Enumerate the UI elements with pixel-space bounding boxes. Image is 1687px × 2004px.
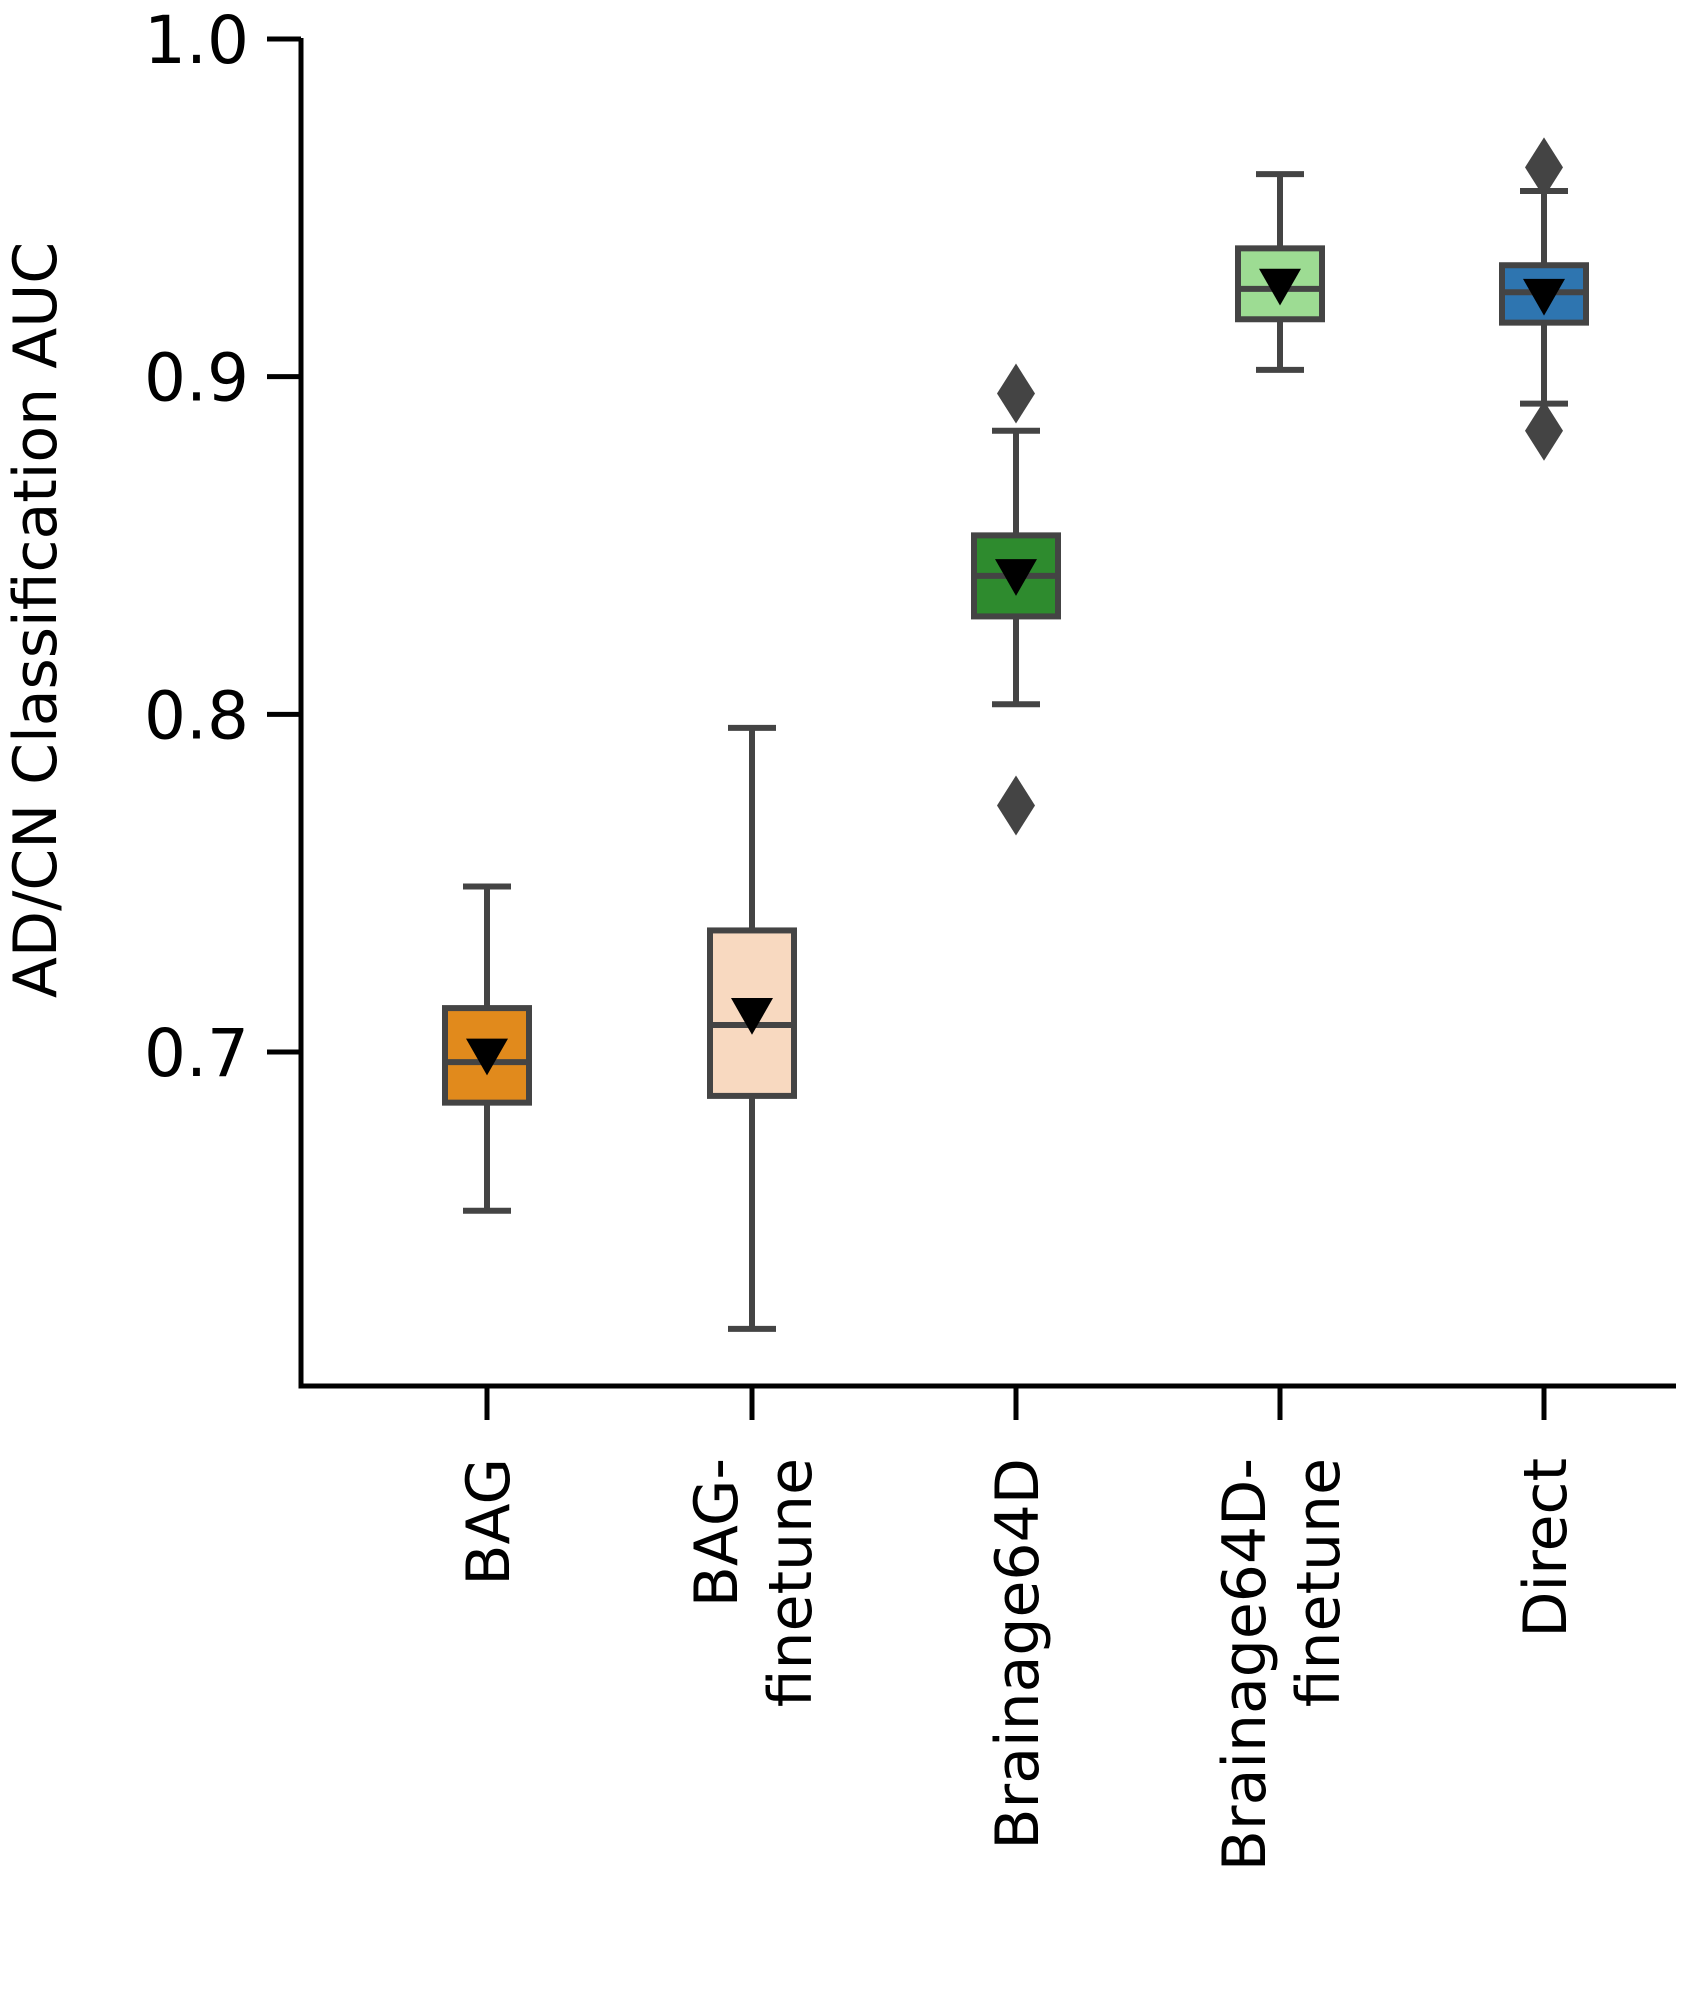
box-group bbox=[707, 724, 797, 1420]
y-tick-label: 1.0 bbox=[144, 2, 249, 79]
mean-marker bbox=[466, 1038, 508, 1076]
x-tick-label: Direct bbox=[1511, 1458, 1581, 1638]
x-tick-labels: BAG BAG-finetune Brainage64D Brainage64D-fi… bbox=[454, 1458, 1581, 1871]
outlier-marker bbox=[1525, 400, 1563, 461]
box-group bbox=[971, 363, 1061, 1420]
box-group bbox=[442, 883, 532, 1420]
y-tick-label: 0.8 bbox=[144, 677, 249, 754]
outlier-marker bbox=[997, 363, 1035, 424]
y-axis-title: AD/CN Classification AUC bbox=[1, 242, 71, 998]
mean-marker bbox=[1523, 278, 1565, 316]
outlier-marker bbox=[1525, 137, 1563, 198]
mean-marker bbox=[731, 998, 773, 1035]
x-tick-label: Brainage64D- bbox=[1210, 1458, 1280, 1871]
x-tick-label: BAG bbox=[454, 1458, 524, 1586]
mean-marker bbox=[1259, 268, 1301, 306]
box-group bbox=[1235, 171, 1325, 1420]
x-tick-label: finetune bbox=[1284, 1458, 1354, 1707]
y-tick-label: 0.7 bbox=[144, 1015, 249, 1092]
box-group bbox=[1499, 137, 1589, 1420]
outlier-marker bbox=[997, 775, 1035, 836]
x-tick-label: Brainage64D bbox=[983, 1458, 1053, 1850]
x-tick-label: BAG- bbox=[682, 1458, 752, 1607]
axes: AD/CN Classification AUC bbox=[1, 38, 1676, 1389]
boxes bbox=[442, 137, 1589, 1420]
y-ticks: 0.7 0.8 0.9 1.0 bbox=[144, 2, 301, 1092]
y-tick-label: 0.9 bbox=[144, 340, 249, 417]
mean-marker bbox=[995, 559, 1037, 596]
x-tick-label: finetune bbox=[756, 1458, 826, 1707]
